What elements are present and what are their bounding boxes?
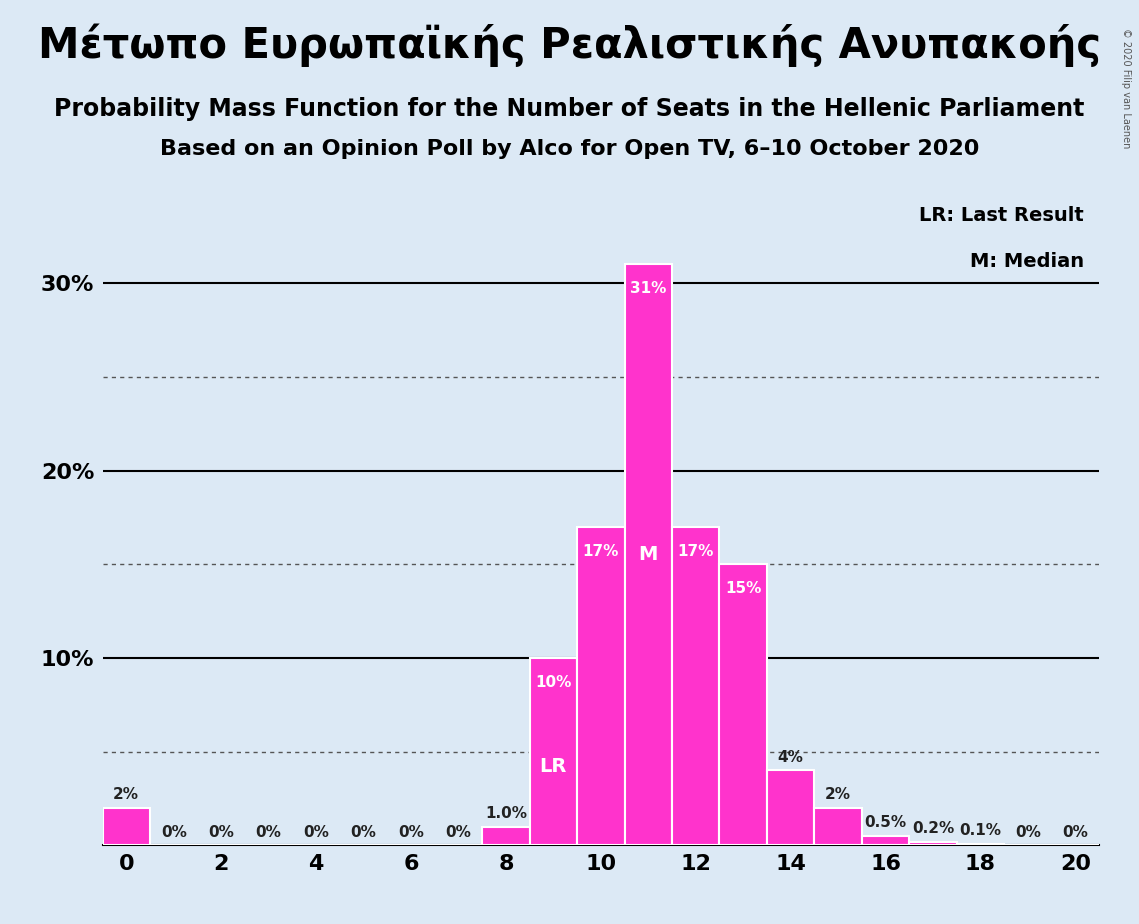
- Text: 0%: 0%: [1015, 825, 1041, 840]
- Text: 0%: 0%: [161, 825, 187, 840]
- Text: 10%: 10%: [535, 675, 572, 690]
- Text: 0%: 0%: [398, 825, 424, 840]
- Text: 2%: 2%: [113, 787, 139, 802]
- Text: 0%: 0%: [351, 825, 377, 840]
- Text: M: M: [639, 545, 658, 565]
- Text: LR: LR: [540, 758, 567, 776]
- Text: 17%: 17%: [583, 543, 618, 559]
- Text: 0%: 0%: [255, 825, 281, 840]
- Bar: [530, 658, 577, 845]
- Bar: [814, 808, 862, 845]
- Text: LR: Last Result: LR: Last Result: [919, 206, 1084, 225]
- Bar: [957, 844, 1005, 845]
- Text: 4%: 4%: [778, 750, 804, 765]
- Text: M: Median: M: Median: [970, 251, 1084, 271]
- Text: 0%: 0%: [445, 825, 472, 840]
- Text: 0%: 0%: [208, 825, 235, 840]
- Bar: [767, 771, 814, 845]
- Text: 0.5%: 0.5%: [865, 816, 907, 831]
- Bar: [862, 836, 909, 845]
- Text: 0%: 0%: [303, 825, 329, 840]
- Text: Μέτωπο Ευρωπαϊκής Ρεαλιστικής Ανυπακοής: Μέτωπο Ευρωπαϊκής Ρεαλιστικής Ανυπακοής: [38, 23, 1101, 67]
- Text: 31%: 31%: [630, 281, 666, 297]
- Text: 0.1%: 0.1%: [959, 823, 1001, 838]
- Bar: [909, 842, 957, 845]
- Text: 2%: 2%: [825, 787, 851, 802]
- Text: Probability Mass Function for the Number of Seats in the Hellenic Parliament: Probability Mass Function for the Number…: [55, 97, 1084, 121]
- Text: 0.2%: 0.2%: [912, 821, 954, 836]
- Bar: [624, 264, 672, 845]
- Bar: [482, 827, 530, 845]
- Bar: [103, 808, 150, 845]
- Bar: [672, 527, 720, 845]
- Text: 17%: 17%: [678, 543, 714, 559]
- Text: 0%: 0%: [1063, 825, 1089, 840]
- Bar: [577, 527, 624, 845]
- Text: © 2020 Filip van Laenen: © 2020 Filip van Laenen: [1121, 28, 1131, 148]
- Text: Based on an Opinion Poll by Alco for Open TV, 6–10 October 2020: Based on an Opinion Poll by Alco for Ope…: [159, 139, 980, 159]
- Bar: [720, 565, 767, 845]
- Text: 15%: 15%: [726, 581, 761, 596]
- Text: 1.0%: 1.0%: [485, 806, 527, 821]
